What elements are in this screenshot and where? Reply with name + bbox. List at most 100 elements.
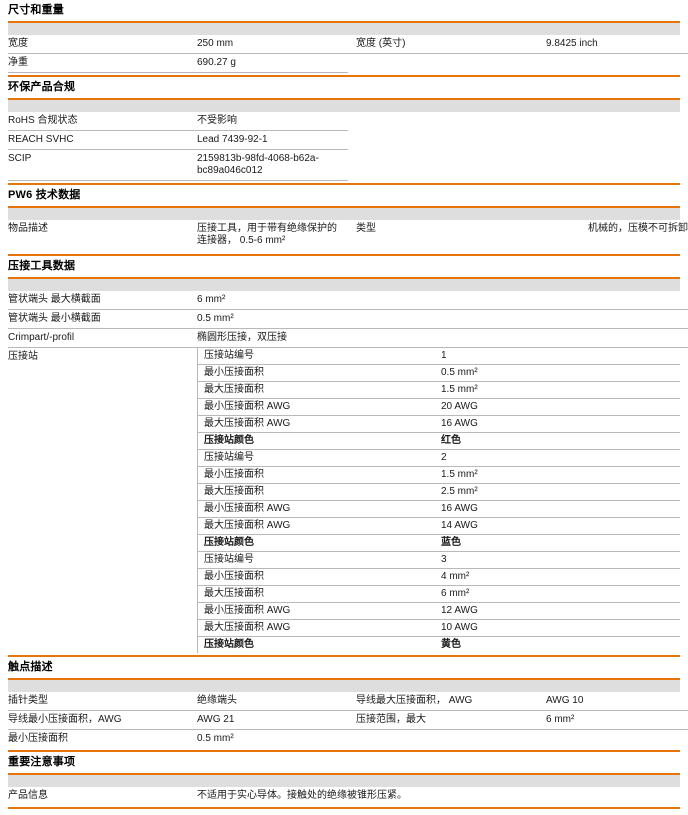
spec-label: 压接范围，最大	[348, 711, 546, 730]
spec-spacer	[348, 112, 546, 131]
spec-label	[348, 54, 546, 73]
station-value: 16 AWG	[441, 418, 478, 429]
spec-value: 椭圆形压接，双压接	[197, 329, 688, 348]
station-value: 1.5 mm²	[441, 384, 478, 395]
spec-grid: 产品信息 不适用于实心导体。接触处的绝缘被锥形压紧。	[8, 787, 680, 805]
section-title: PW6 技术数据	[8, 189, 81, 201]
spec-value: 0.5 mm²	[197, 733, 234, 744]
station-label: 压接站编号	[204, 452, 254, 463]
spec-value: 690.27 g	[197, 54, 348, 73]
section-important-notes: 重要注意事项 产品信息 不适用于实心导体。接触处的绝缘被锥形压紧。	[8, 752, 680, 809]
spec-spacer	[348, 730, 546, 748]
spec-value: AWG 21	[197, 711, 348, 730]
spec-value: 9.8425 inch	[546, 35, 688, 54]
section-title: 压接工具数据	[8, 260, 76, 272]
station-value: 3	[441, 554, 447, 565]
spec-value: 6 mm²	[197, 291, 688, 310]
station-label: 最大压接面积 AWG	[204, 418, 291, 429]
spec-label: SCIP	[8, 150, 197, 181]
crimp-stations-block: 压接站 压接站编号 1 最小压接面积 0.5 mm² 最大压接面积 1.5 mm…	[8, 348, 680, 653]
section-band	[8, 208, 680, 220]
spec-value: AWG 10	[546, 692, 688, 711]
spec-label: Crimpart/-profil	[8, 329, 197, 348]
crimp-stations-table: 压接站编号 1 最小压接面积 0.5 mm² 最大压接面积 1.5 mm² 最小…	[197, 348, 680, 653]
section-end-rule	[8, 254, 680, 256]
spec-grid: RoHS 合规状态 不受影响 REACH SVHC Lead 7439-92-1…	[8, 112, 680, 181]
spec-label: 宽度	[8, 35, 197, 54]
section-environmental-compliance: 环保产品合规 RoHS 合规状态 不受影响 REACH SVHC Lead 74…	[8, 77, 680, 185]
spec-spacer	[546, 112, 688, 131]
spec-spacer	[348, 131, 546, 150]
station-value: 16 AWG	[441, 503, 478, 514]
section-title: 尺寸和重量	[8, 4, 64, 16]
spec-label: REACH SVHC	[8, 131, 197, 150]
station-value: 红色	[441, 435, 461, 446]
section-band	[8, 23, 680, 35]
spec-value	[546, 54, 688, 73]
station-value: 1	[441, 350, 447, 361]
spec-value: 不受影响	[197, 112, 348, 131]
table-row: 压接站编号 2	[198, 450, 680, 467]
spec-value: 2159813b-98fd-4068-b62a-bc89a046c012	[197, 150, 348, 181]
spec-label: 净重	[8, 54, 197, 73]
spec-label: 插针类型	[8, 692, 197, 711]
station-value: 2.5 mm²	[441, 486, 478, 497]
spec-label: 产品信息	[8, 790, 48, 801]
station-value: 14 AWG	[441, 520, 478, 531]
station-label: 压接站颜色	[204, 537, 254, 548]
spec-label: 管状端头 最小横截面	[8, 310, 197, 329]
section-title: 环保产品合规	[8, 81, 76, 93]
section-rule	[8, 98, 680, 100]
spec-value: 0.5 mm²	[197, 310, 688, 329]
spec-label: RoHS 合规状态	[8, 112, 197, 131]
spec-grid: 插针类型 绝缘端头 导线最大压接面积， AWG AWG 10 导线最小压接面积，…	[8, 692, 688, 748]
spec-grid: 物品描述 压接工具，用于带有绝缘保护的连接器， 0.5-6 mm² 类型 机械的…	[8, 220, 688, 250]
spec-spacer	[546, 131, 688, 150]
station-label: 最小压接面积 AWG	[204, 503, 291, 514]
station-label: 压接站颜色	[204, 435, 254, 446]
section-end-rule	[8, 75, 680, 77]
station-value: 0.5 mm²	[441, 367, 478, 378]
table-row: 压接站编号 3	[198, 552, 680, 569]
section-title: 触点描述	[8, 661, 53, 673]
table-row: 压接站颜色 蓝色	[198, 535, 680, 552]
crimp-stations-label: 压接站	[8, 351, 38, 362]
station-label: 最小压接面积 AWG	[204, 605, 291, 616]
table-row: 最大压接面积 AWG 14 AWG	[198, 518, 680, 535]
station-value: 4 mm²	[441, 571, 470, 582]
section-rule	[8, 21, 680, 23]
section-rule	[8, 277, 680, 279]
section-rule	[8, 206, 680, 208]
table-row: 压接站颜色 红色	[198, 433, 680, 450]
table-row: 最小压接面积 0.5 mm²	[198, 365, 680, 382]
spec-value: 6 mm²	[546, 711, 688, 730]
spec-label: 导线最大压接面积， AWG	[348, 692, 546, 711]
spec-value: 不适用于实心导体。接触处的绝缘被锥形压紧。	[197, 790, 407, 801]
table-row: 最大压接面积 AWG 16 AWG	[198, 416, 680, 433]
station-value: 6 mm²	[441, 588, 470, 599]
station-label: 最小压接面积	[204, 469, 264, 480]
table-row: 最小压接面积 AWG 20 AWG	[198, 399, 680, 416]
station-value: 2	[441, 452, 447, 463]
station-label: 最小压接面积 AWG	[204, 401, 291, 412]
section-end-rule	[8, 655, 680, 657]
spec-value: 机械的，压模不可拆卸	[588, 223, 688, 234]
section-pw6-technical-data: PW6 技术数据 物品描述 压接工具，用于带有绝缘保护的连接器， 0.5-6 m…	[8, 185, 688, 256]
section-dimensions-weight: 尺寸和重量 宽度 250 mm 宽度 (英寸) 9.8425 inch 净重 6…	[8, 0, 688, 77]
table-row: 最大压接面积 2.5 mm²	[198, 484, 680, 501]
station-label: 最小压接面积	[204, 571, 264, 582]
table-row: 压接站编号 1	[198, 348, 680, 365]
table-row: 最小压接面积 AWG 16 AWG	[198, 501, 680, 518]
station-label: 最大压接面积	[204, 384, 264, 395]
spec-label: 类型	[356, 223, 376, 234]
station-value: 12 AWG	[441, 605, 478, 616]
station-label: 最大压接面积 AWG	[204, 520, 291, 531]
table-row: 最小压接面积 4 mm²	[198, 569, 680, 586]
spec-label: 管状端头 最大横截面	[8, 291, 197, 310]
station-label: 最大压接面积 AWG	[204, 622, 291, 633]
station-label: 最大压接面积	[204, 486, 264, 497]
spec-value: 绝缘端头	[197, 692, 348, 711]
section-contact-description: 触点描述 插针类型 绝缘端头 导线最大压接面积， AWG AWG 10 导线最小…	[8, 657, 688, 752]
spec-value: 压接工具，用于带有绝缘保护的连接器， 0.5-6 mm²	[197, 223, 337, 246]
spec-label: 最小压接面积	[8, 733, 68, 744]
